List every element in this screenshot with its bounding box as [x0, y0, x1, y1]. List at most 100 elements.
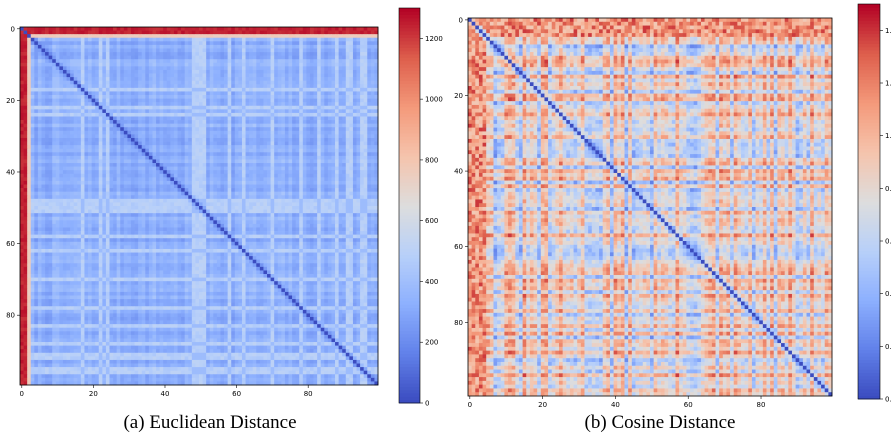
heatmap-cell	[188, 141, 193, 146]
heatmap-cell	[113, 44, 118, 49]
heatmap-cell	[327, 87, 332, 92]
heatmap-cell	[335, 27, 339, 31]
heatmap-cell	[367, 177, 372, 182]
heatmap-cell	[317, 170, 322, 175]
heatmap-cell	[195, 112, 200, 117]
heatmap-cell	[216, 77, 221, 82]
heatmap-cell	[227, 95, 232, 99]
heatmap-cell	[134, 95, 139, 99]
heatmap-cell	[70, 41, 75, 46]
heatmap-cell	[213, 91, 218, 96]
heatmap-cell	[66, 37, 71, 42]
heatmap-cell	[20, 37, 24, 42]
heatmap-cell	[127, 127, 132, 132]
heatmap-cell	[48, 37, 53, 42]
heatmap-cell	[335, 37, 339, 42]
heatmap-cell	[213, 148, 218, 153]
heatmap-cell	[352, 44, 357, 49]
heatmap-cell	[349, 62, 354, 67]
heatmap-cell	[152, 134, 157, 139]
heatmap-cell	[349, 127, 354, 132]
heatmap-cell	[352, 52, 357, 56]
heatmap-cell	[317, 62, 322, 67]
heatmap-cell	[327, 145, 332, 150]
heatmap-cell	[209, 27, 214, 31]
heatmap-cell	[30, 69, 35, 74]
heatmap-cell	[259, 102, 264, 107]
heatmap-cell	[202, 130, 207, 135]
heatmap-cell	[80, 41, 85, 46]
heatmap-cell	[288, 177, 293, 182]
heatmap-cell	[52, 59, 57, 64]
heatmap-cell	[148, 37, 153, 42]
heatmap-cell	[166, 116, 171, 121]
heatmap-cell	[45, 55, 49, 60]
heatmap-cell	[145, 87, 150, 92]
heatmap-cell	[252, 159, 257, 164]
heatmap-cell	[145, 130, 150, 135]
heatmap-cell	[309, 37, 314, 42]
heatmap-cell	[263, 180, 268, 185]
heatmap-cell	[102, 155, 107, 160]
heatmap-cell	[324, 137, 329, 142]
heatmap-cell	[123, 62, 128, 67]
heatmap-cell	[306, 163, 311, 167]
heatmap-cell	[299, 62, 304, 67]
heatmap-cell	[345, 55, 350, 60]
heatmap-cell	[27, 98, 32, 103]
heatmap-cell	[84, 52, 89, 56]
heatmap-cell	[288, 155, 293, 160]
heatmap-cell	[259, 152, 264, 157]
heatmap-cell	[277, 141, 282, 146]
heatmap-cell	[277, 120, 282, 125]
heatmap-cell	[335, 55, 339, 60]
heatmap-cell	[363, 155, 368, 160]
heatmap-cell	[360, 44, 365, 49]
heatmap-cell	[138, 137, 143, 142]
heatmap-cell	[80, 120, 85, 125]
heatmap-cell	[331, 184, 336, 189]
heatmap-cell	[209, 66, 214, 71]
heatmap-cell	[116, 188, 121, 193]
heatmap-cell	[152, 180, 157, 185]
heatmap-cell	[209, 123, 214, 128]
heatmap-cell	[281, 62, 286, 67]
heatmap-cell	[295, 73, 300, 78]
heatmap-cell	[173, 84, 178, 89]
heatmap-cell	[274, 80, 279, 85]
heatmap-cell	[88, 80, 92, 85]
heatmap-cell	[138, 59, 143, 64]
heatmap-cell	[66, 73, 71, 78]
heatmap-cell	[349, 95, 354, 99]
heatmap-cell	[98, 202, 103, 207]
heatmap-cell	[213, 170, 218, 175]
heatmap-cell	[245, 41, 250, 46]
heatmap-cell	[335, 95, 339, 99]
heatmap-cell	[48, 105, 53, 110]
heatmap-cell	[62, 130, 67, 135]
heatmap-cell	[170, 184, 175, 189]
heatmap-cell	[342, 73, 347, 78]
heatmap-cell	[256, 109, 261, 114]
heatmap-cell	[105, 195, 110, 200]
heatmap-cell	[231, 152, 236, 157]
heatmap-cell	[52, 148, 57, 153]
heatmap-cell	[88, 27, 92, 31]
heatmap-cell	[360, 48, 365, 53]
heatmap-cell	[213, 116, 218, 121]
heatmap-cell	[320, 55, 325, 60]
heatmap-cell	[309, 155, 314, 160]
heatmap-cell	[70, 95, 75, 99]
heatmap-cell	[120, 166, 125, 171]
heatmap-cell	[30, 191, 35, 196]
heatmap-cell	[313, 95, 318, 99]
heatmap-cell	[148, 98, 153, 103]
heatmap-cell	[188, 73, 193, 78]
heatmap-cell	[270, 95, 275, 99]
heatmap-cell	[159, 195, 164, 200]
heatmap-cell	[227, 105, 232, 110]
heatmap-cell	[270, 52, 275, 56]
heatmap-cell	[184, 155, 189, 160]
heatmap-cell	[109, 27, 114, 31]
heatmap-cell	[123, 198, 128, 203]
